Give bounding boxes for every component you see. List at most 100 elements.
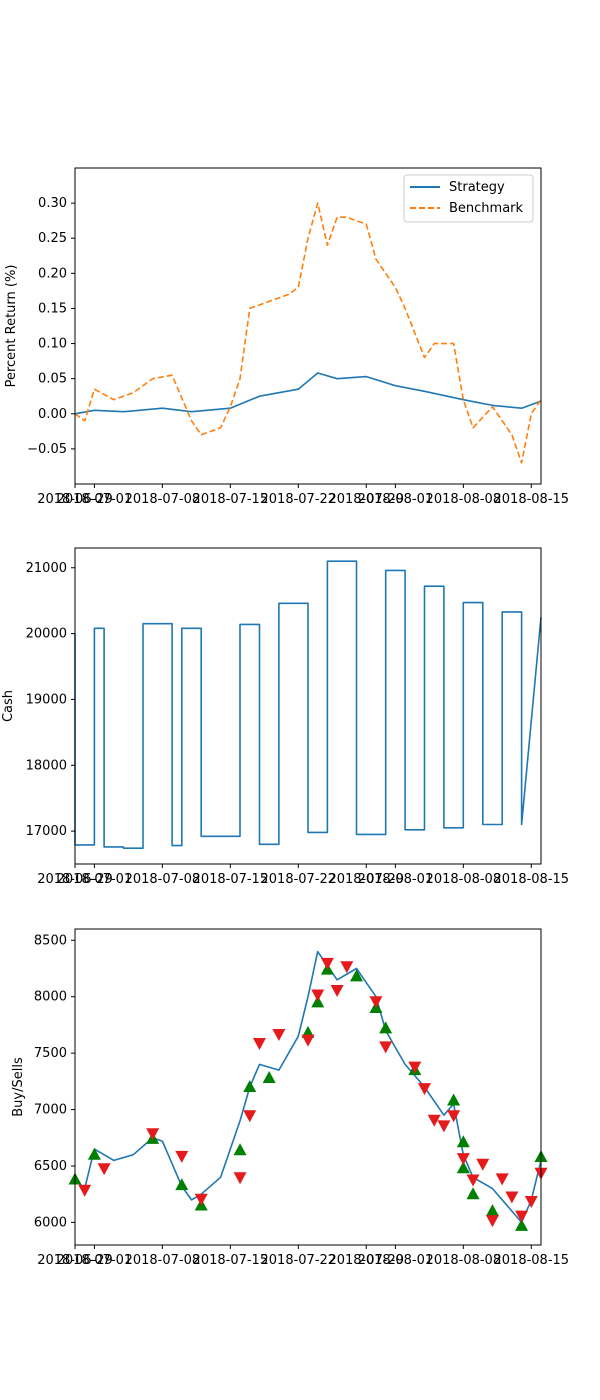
buy-marker xyxy=(379,1021,393,1034)
sell-marker xyxy=(485,1215,499,1228)
buysells-y-axis: 6000 6500 7000 7500 8000 8500 xyxy=(34,933,75,1230)
buy-marker xyxy=(515,1218,529,1231)
sell-marker xyxy=(175,1150,189,1163)
buy-marker xyxy=(350,969,364,982)
buysells-x-tick-label: 2018-08-15 xyxy=(494,1253,570,1268)
cash-x-tick-label: 2018-08-08 xyxy=(426,872,502,887)
returns-x-tick-label: 2018-07-01 xyxy=(57,492,133,507)
returns-plot-area xyxy=(74,202,542,464)
cash-x-tick-label: 2018-08-15 xyxy=(494,872,570,887)
sell-marker xyxy=(456,1153,470,1166)
buy-marker xyxy=(262,1070,276,1083)
sell-marker xyxy=(97,1163,111,1176)
buy-marker xyxy=(466,1187,480,1200)
returns-series-strategy xyxy=(74,372,542,415)
buysells-x-tick-label: 2018-07-01 xyxy=(57,1253,133,1268)
sell-marker xyxy=(301,1034,315,1047)
sell-marker xyxy=(340,961,354,974)
returns-x-tick-label: 2018-07-15 xyxy=(193,492,269,507)
returns-legend: Strategy Benchmark xyxy=(403,174,534,223)
returns-y-axis-label: Percent Return (%) xyxy=(4,265,19,388)
cash-y-tick-label: 19000 xyxy=(26,692,67,707)
buysells-y-tick-label: 8000 xyxy=(34,990,67,1005)
buysells-x-tick-label: 2018-07-08 xyxy=(125,1253,201,1268)
cash-x-tick-label: 2018-07-29 xyxy=(328,872,404,887)
cash-axes-frame xyxy=(74,547,542,865)
sell-marker xyxy=(437,1120,451,1133)
returns-panel: −0.05 0.00 0.05 0.10 0.15 0.20 0.25 0.30 2018-0… xyxy=(4,167,569,507)
buysells-y-axis-label: Buy/Sells xyxy=(11,1057,26,1117)
sell-marker xyxy=(243,1110,257,1123)
returns-y-axis: −0.05 0.00 0.05 0.10 0.15 0.20 0.25 0.30 xyxy=(27,196,75,457)
cash-x-tick-label: 2018-07-22 xyxy=(261,872,337,887)
returns-x-tick-label: 2018-08-01 xyxy=(358,492,434,507)
cash-x-tick-label: 2018-08-01 xyxy=(358,872,434,887)
cash-y-tick-label: 21000 xyxy=(26,561,67,576)
sell-marker xyxy=(146,1128,160,1141)
buy-marker xyxy=(243,1080,257,1092)
returns-y-tick-label: 0.20 xyxy=(38,266,67,281)
cash-x-tick-label: 2018-07-08 xyxy=(125,872,201,887)
returns-series-benchmark xyxy=(74,202,542,464)
buysells-x-tick-label: 2018-07-29 xyxy=(328,1253,404,1268)
sell-marker xyxy=(466,1174,480,1187)
cash-plot-area xyxy=(74,560,542,850)
sell-marker xyxy=(272,1028,286,1041)
buysells-x-tick-label: 2018-08-01 xyxy=(358,1253,434,1268)
buysells-x-tick-label: 2018-07-15 xyxy=(193,1253,269,1268)
sell-marker xyxy=(515,1210,529,1223)
sell-marker xyxy=(447,1110,461,1123)
returns-y-tick-label: 0.05 xyxy=(38,372,67,387)
sell-marker xyxy=(233,1172,247,1185)
returns-y-tick-label: 0.10 xyxy=(38,337,67,352)
returns-y-tick-label: 0.15 xyxy=(38,301,67,316)
returns-x-tick-label: 2018-07-08 xyxy=(125,492,201,507)
buy-marker xyxy=(87,1147,101,1160)
cash-x-tick-label: 2018-07-15 xyxy=(193,872,269,887)
sell-marker xyxy=(379,1041,393,1054)
buy-marker xyxy=(456,1161,470,1174)
cash-x-tick-label: 2018-06-29 xyxy=(37,872,113,887)
buy-marker xyxy=(175,1178,189,1191)
sell-marker xyxy=(427,1114,441,1127)
cash-y-axis: 17000 18000 19000 20000 21000 xyxy=(26,561,75,839)
buy-marker xyxy=(447,1093,461,1106)
sell-marker xyxy=(476,1158,490,1171)
cash-series-line xyxy=(74,560,542,850)
returns-y-tick-label: 0.30 xyxy=(38,196,67,211)
returns-axes-frame xyxy=(74,167,542,485)
returns-x-tick-label: 2018-06-29 xyxy=(37,492,113,507)
cash-y-tick-label: 18000 xyxy=(26,758,67,773)
cash-y-axis-label: Cash xyxy=(1,690,16,722)
returns-x-tick-label: 2018-07-22 xyxy=(261,492,337,507)
sell-marker xyxy=(330,984,344,997)
cash-y-tick-label: 20000 xyxy=(26,627,67,642)
buysells-x-axis: 2018-06-292018-07-012018-07-082018-07-15… xyxy=(37,1245,569,1268)
buysells-y-tick-label: 7000 xyxy=(34,1103,67,1118)
buysells-x-tick-label: 2018-08-08 xyxy=(426,1253,502,1268)
buysells-y-tick-label: 8500 xyxy=(34,933,67,948)
returns-x-axis: 2018-06-292018-07-012018-07-082018-07-15… xyxy=(37,484,569,507)
buy-marker xyxy=(456,1135,470,1148)
sell-marker xyxy=(524,1195,538,1208)
sell-marker xyxy=(320,957,334,970)
buysells-x-tick-label: 2018-07-22 xyxy=(261,1253,337,1268)
returns-y-tick-label: 0.25 xyxy=(38,231,67,246)
cash-y-tick-label: 17000 xyxy=(26,824,67,839)
buy-marker xyxy=(485,1204,499,1217)
sell-marker xyxy=(495,1173,509,1186)
sell-marker xyxy=(252,1037,266,1050)
sell-marker xyxy=(311,989,325,1002)
buysells-x-tick-label: 2018-06-29 xyxy=(37,1253,113,1268)
sell-marker xyxy=(78,1184,92,1197)
cash-x-axis: 2018-06-292018-07-012018-07-082018-07-15… xyxy=(37,864,569,887)
returns-x-tick-label: 2018-08-08 xyxy=(426,492,502,507)
sell-marker xyxy=(408,1061,422,1074)
sell-marker xyxy=(369,996,383,1009)
returns-y-tick-label: 0.00 xyxy=(38,407,67,422)
returns-y-tick-label: −0.05 xyxy=(27,442,67,457)
buysells-y-tick-label: 6500 xyxy=(34,1159,67,1174)
